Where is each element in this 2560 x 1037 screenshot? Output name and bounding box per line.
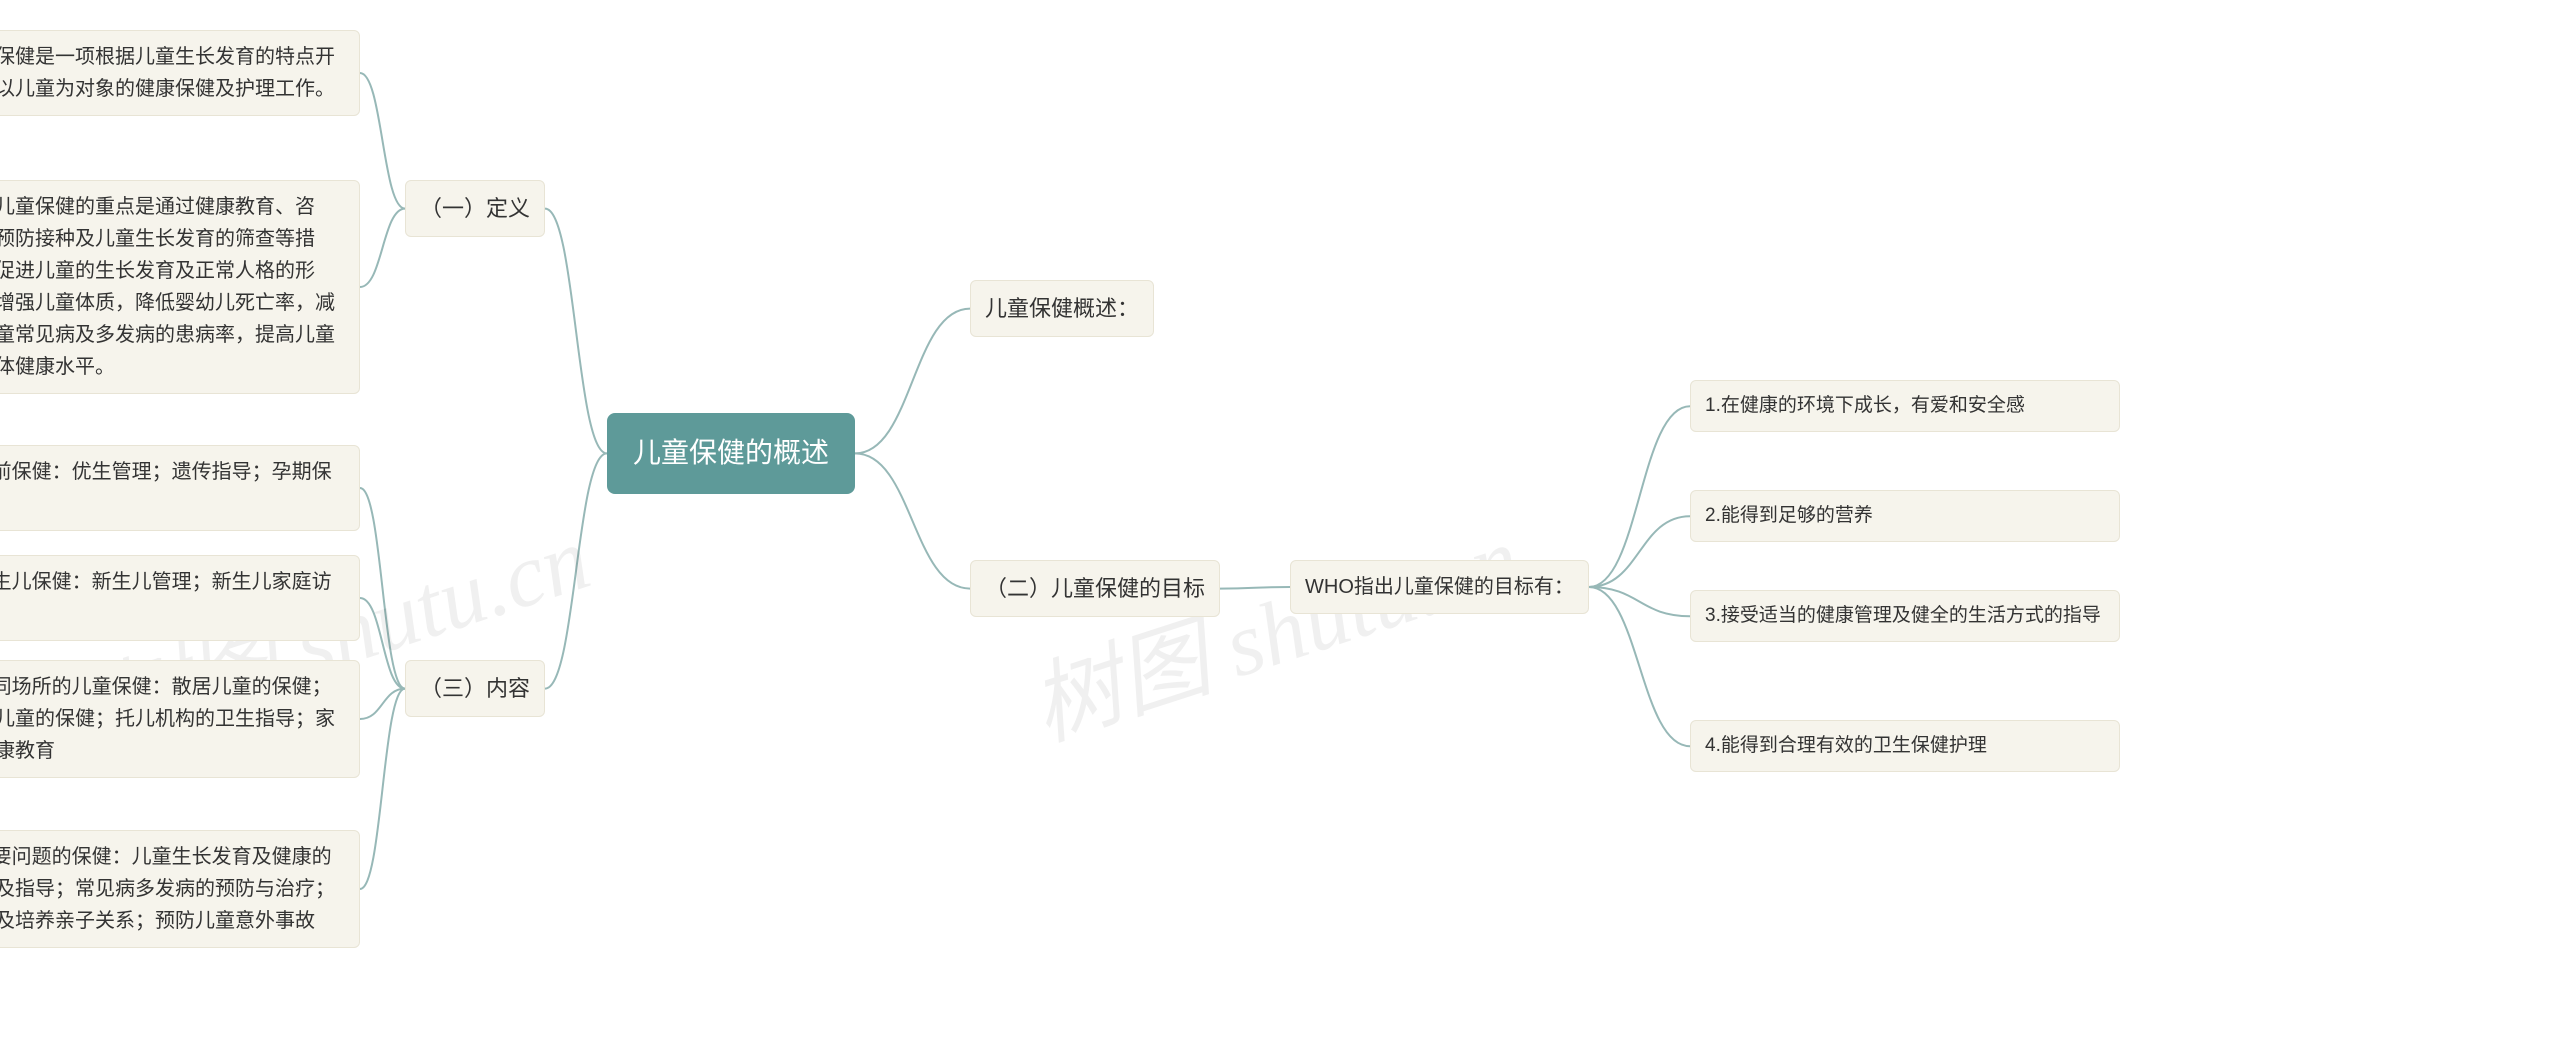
goal-item-3: 3.接受适当的健康管理及健全的生活方式的指导 (1690, 590, 2120, 642)
root-node: 儿童保健的概述 (607, 413, 855, 494)
goal-item-2: 2.能得到足够的营养 (1690, 490, 2120, 542)
left-content: （三）内容 (405, 660, 545, 717)
content-item-2: 2.新生儿保健：新生儿管理；新生儿家庭访视 (0, 555, 360, 641)
right-overview: 儿童保健概述： (970, 280, 1154, 337)
content-item-4: 4.主要问题的保健：儿童生长发育及健康的评估及指导；常见病多发病的预防与治疗；促… (0, 830, 360, 948)
watermark-right: 树图 shutu.cn (1012, 485, 1532, 765)
connectors (0, 0, 2560, 1037)
left-definition: （一）定义 (405, 180, 545, 237)
definition-item-2: 社区儿童保健的重点是通过健康教育、咨询、预防接种及儿童生长发育的筛查等措施，促进… (0, 180, 360, 394)
definition-item-1: 儿童保健是一项根据儿童生长发育的特点开展的以儿童为对象的健康保健及护理工作。 (0, 30, 360, 116)
right-who: WHO指出儿童保健的目标有： (1290, 560, 1589, 614)
content-item-3: 3.不同场所的儿童保健：散居儿童的保健；群居儿童的保健；托儿机构的卫生指导；家庭… (0, 660, 360, 778)
goal-item-1: 1.在健康的环境下成长，有爱和安全感 (1690, 380, 2120, 432)
content-item-1: 1.产前保健：优生管理；遗传指导；孕期保健 (0, 445, 360, 531)
right-goals: （二）儿童保健的目标 (970, 560, 1220, 617)
goal-item-4: 4.能得到合理有效的卫生保健护理 (1690, 720, 2120, 772)
